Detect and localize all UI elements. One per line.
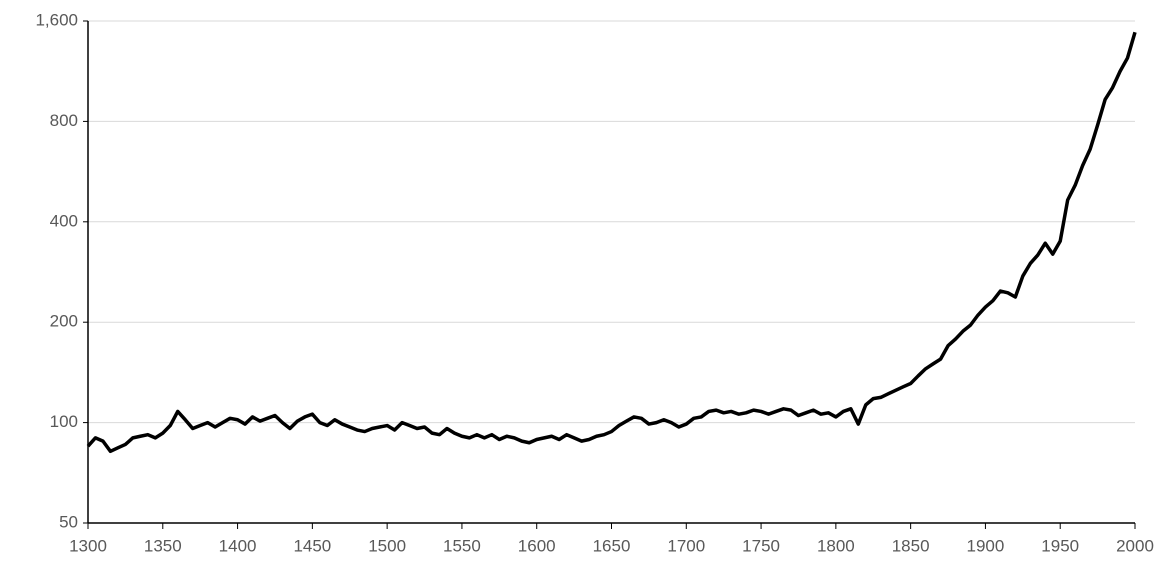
x-tick-label: 1950 <box>1041 536 1079 555</box>
y-tick-label: 100 <box>50 412 78 431</box>
x-tick-label: 1550 <box>443 536 481 555</box>
x-tick-label: 1350 <box>144 536 182 555</box>
x-tick-label: 1600 <box>518 536 556 555</box>
x-tick-label: 2000 <box>1116 536 1154 555</box>
x-tick-label: 1650 <box>593 536 631 555</box>
x-tick-label: 1450 <box>293 536 331 555</box>
y-tick-label: 400 <box>50 211 78 230</box>
y-tick-label: 1,600 <box>35 10 78 29</box>
x-tick-label: 1500 <box>368 536 406 555</box>
x-tick-label: 1850 <box>892 536 930 555</box>
x-tick-label: 1300 <box>69 536 107 555</box>
x-tick-label: 1700 <box>667 536 705 555</box>
x-tick-label: 1900 <box>967 536 1005 555</box>
data-line <box>86 31 1137 454</box>
y-tick-label: 800 <box>50 111 78 130</box>
y-tick-label: 200 <box>50 312 78 331</box>
x-tick-label: 1800 <box>817 536 855 555</box>
x-tick-label: 1400 <box>219 536 257 555</box>
x-tick-label: 1750 <box>742 536 780 555</box>
y-tick-label: 50 <box>59 512 78 531</box>
